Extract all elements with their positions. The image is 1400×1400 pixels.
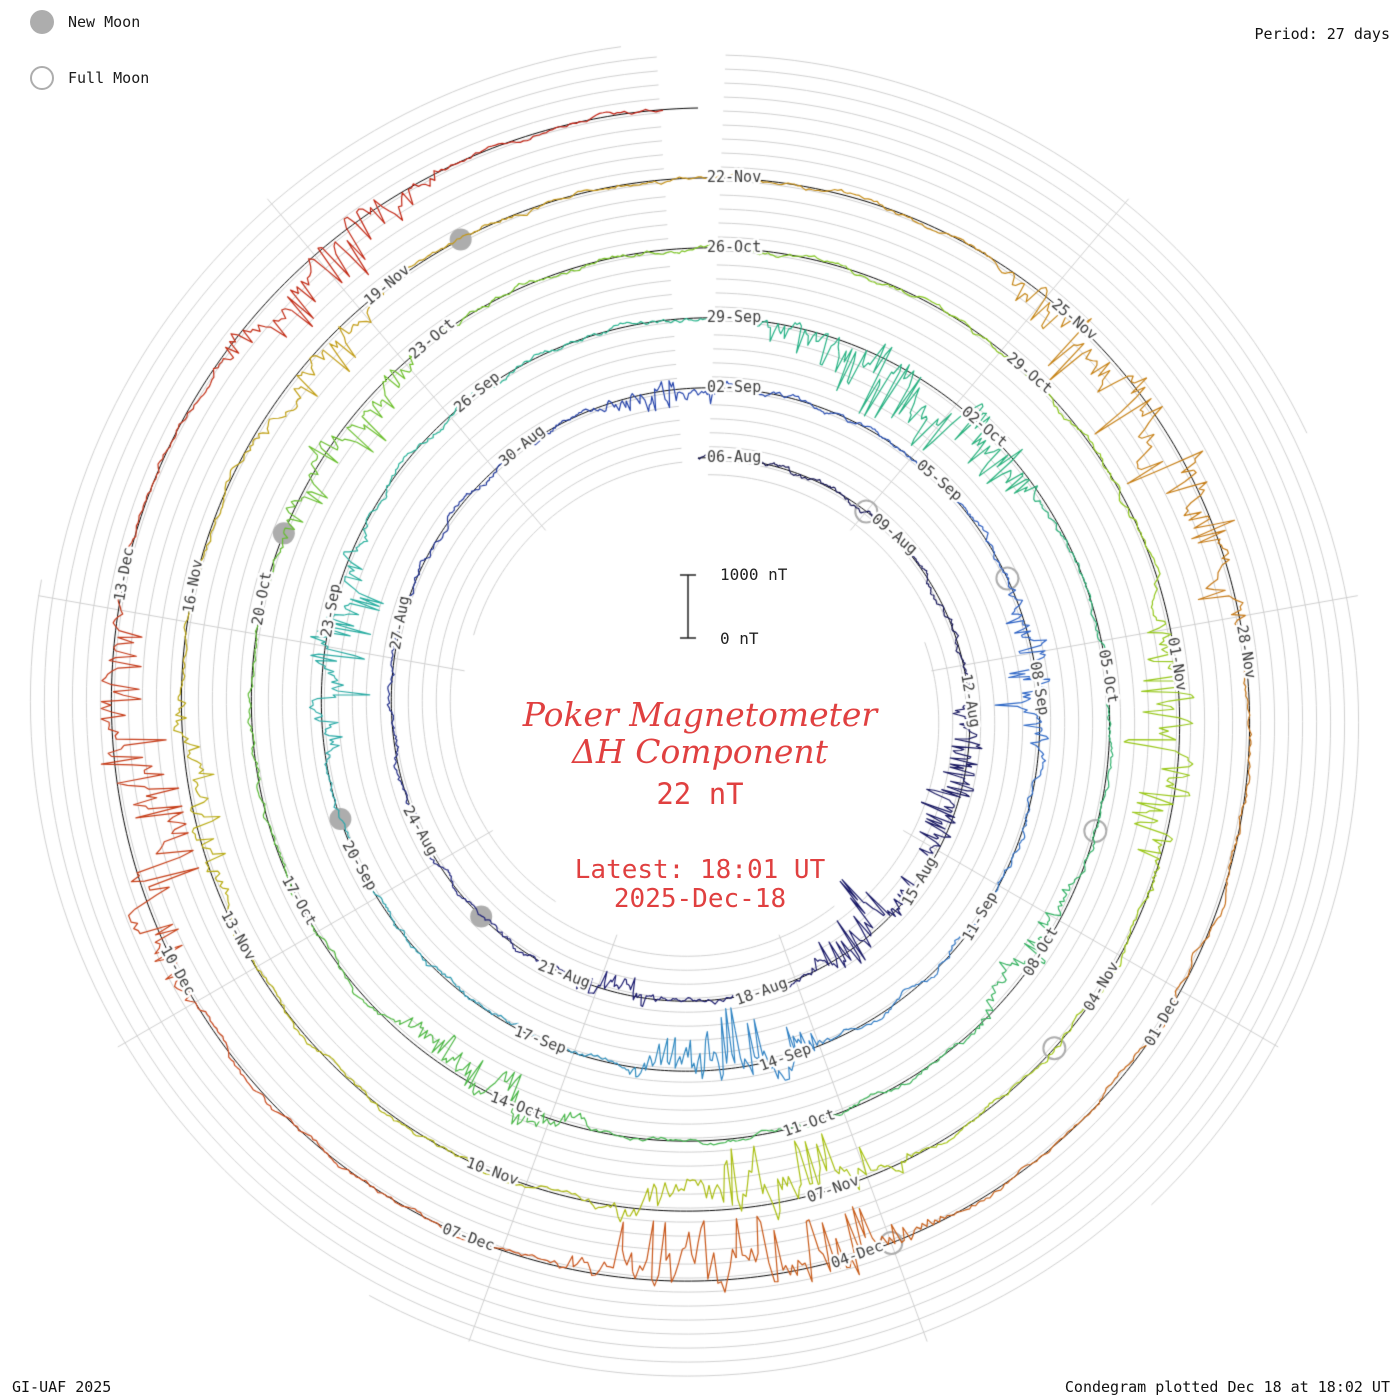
latest-time: Latest: 18:01 UT	[574, 855, 826, 885]
chart-title-line1: Poker Magnetometer	[522, 695, 878, 734]
chart-title-line2: ΔH Component	[572, 732, 828, 771]
scale-bottom-label: 0 nT	[720, 629, 759, 648]
full-moon-label: Full Moon	[68, 69, 150, 87]
chart-title: Poker Magnetometer ΔH Component	[0, 696, 1400, 770]
latest-date: 2025-Dec-18	[613, 884, 787, 914]
legend-full-moon: Full Moon	[30, 66, 149, 90]
plotted-timestamp: Condegram plotted Dec 18 at 18:02 UT	[1064, 1378, 1390, 1396]
new-moon-icon	[30, 10, 54, 34]
latest-block: Latest: 18:01 UT 2025-Dec-18	[0, 856, 1400, 914]
scale-top-label: 1000 nT	[720, 565, 788, 584]
credit-label: GI-UAF 2025	[12, 1378, 112, 1396]
period-label: Period: 27 days	[1254, 25, 1390, 43]
full-moon-icon	[30, 66, 54, 90]
range-value: 22 nT	[656, 777, 744, 811]
new-moon-label: New Moon	[68, 13, 141, 31]
legend-new-moon: New Moon	[30, 10, 140, 34]
